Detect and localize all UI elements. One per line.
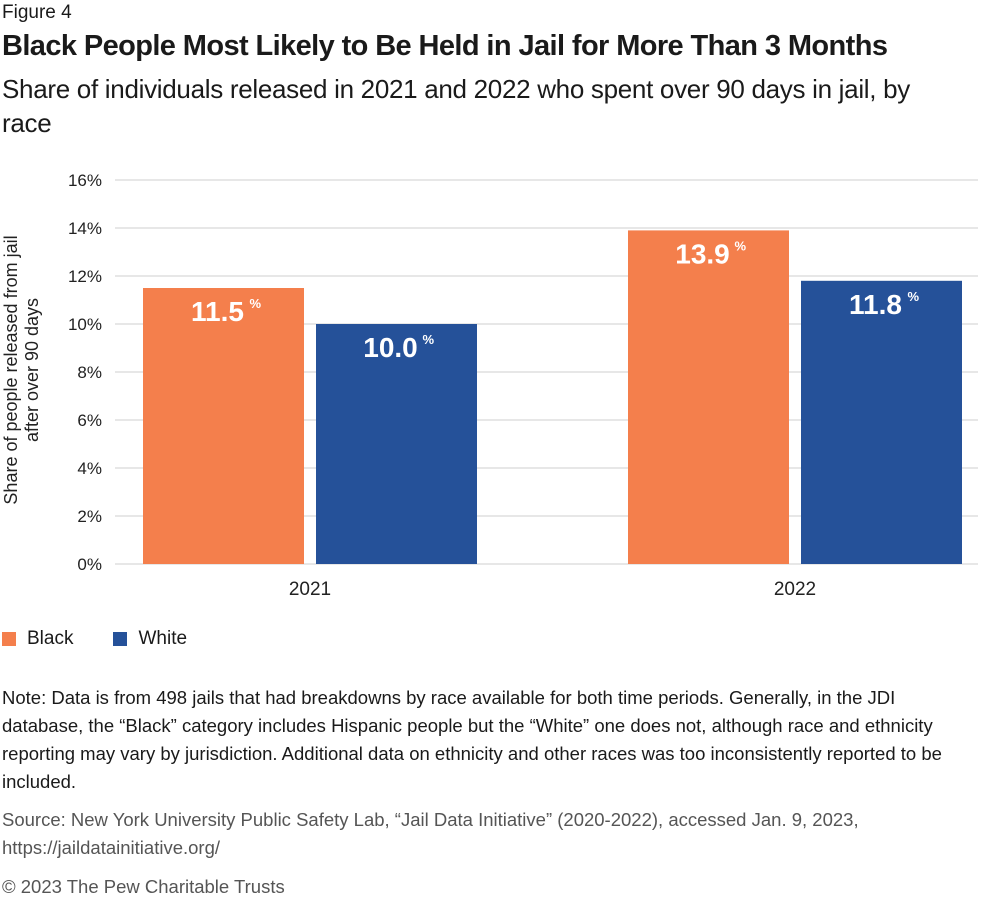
data-label-black-2021: 11.5 (191, 296, 244, 327)
y-tick-label: 14% (68, 219, 102, 238)
y-tick-label: 4% (77, 459, 102, 478)
legend-swatch-black (2, 632, 16, 646)
y-axis-label-line1: Share of people released from jail (1, 235, 21, 504)
y-tick-label: 12% (68, 267, 102, 286)
data-label-suffix: % (735, 238, 747, 253)
y-axis-label-line2: after over 90 days (22, 298, 42, 442)
data-label-suffix: % (908, 289, 920, 304)
chart-title: Black People Most Likely to Be Held in J… (2, 30, 888, 62)
bar-white-2022 (801, 280, 962, 564)
legend-label-white: White (138, 628, 188, 649)
figure-label: Figure 4 (2, 2, 72, 23)
data-label-suffix: % (250, 296, 262, 311)
data-label-suffix: % (423, 332, 435, 347)
y-tick-label: 8% (77, 363, 102, 382)
bar-black-2021 (143, 288, 304, 564)
bar-white-2021 (316, 324, 477, 564)
data-label-white-2022: 11.8 (849, 289, 902, 320)
y-tick-label: 2% (77, 507, 102, 526)
y-tick-label: 0% (77, 555, 102, 574)
y-tick-label: 10% (68, 315, 102, 334)
bar-chart: 0%2%4%6%8%10%12%14%16% 11.5 %10.0 %13.9 %11… (1, 171, 978, 600)
source-text: Source: New York University Public Safet… (2, 809, 859, 858)
x-tick-label-2021: 2021 (289, 579, 331, 600)
bars (143, 230, 962, 564)
chart-subtitle: Share of individuals released in 2021 an… (2, 74, 910, 138)
value-labels: 11.5 % 10.0 % 13.9 % 11.8% (191, 238, 919, 363)
y-tick-label: 16% (68, 171, 102, 190)
x-tick-label-2022: 2022 (774, 579, 816, 600)
data-label-white-2021: 10.0 (363, 332, 418, 363)
note-text: Note: Data is from 498 jails that had br… (2, 687, 942, 792)
bar-black-2022 (628, 230, 789, 564)
y-tick-label: 6% (77, 411, 102, 430)
legend-label-black: Black (27, 628, 74, 649)
legend-swatch-white (113, 632, 128, 646)
category-labels: 2021 2022 (289, 579, 816, 600)
legend-item-white: White (113, 628, 187, 650)
copyright-text: © 2023 The Pew Charitable Trusts (2, 876, 285, 897)
data-label-black-2022: 13.9 (675, 238, 730, 269)
legend: Black White (2, 628, 227, 650)
y-tick-labels: 0% 2% 4% 6% 8% 10% 12% 14% 16% (68, 171, 102, 574)
legend-item-black: Black (2, 628, 73, 650)
